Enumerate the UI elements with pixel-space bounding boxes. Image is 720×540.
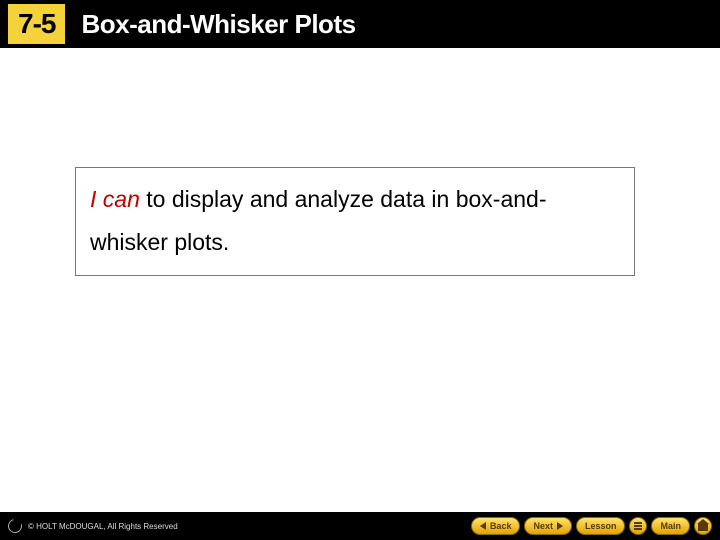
copyright-area: © HOLT McDOUGAL, All Rights Reserved (8, 519, 178, 533)
home-button[interactable] (694, 517, 712, 535)
objective-rest: to display and analyze data in box-and-w… (90, 186, 546, 255)
lesson-number-badge: 7-5 (6, 2, 67, 46)
chevron-right-icon (557, 522, 563, 530)
home-icon (698, 524, 708, 531)
next-button-label: Next (533, 521, 553, 531)
lesson-button[interactable]: Lesson (576, 517, 626, 535)
main-button-label: Main (660, 521, 681, 531)
slide-footer: © HOLT McDOUGAL, All Rights Reserved Bac… (0, 512, 720, 540)
slide-header: 7-5 Box-and-Whisker Plots (0, 0, 720, 48)
main-button[interactable]: Main (651, 517, 690, 535)
publisher-logo-icon (5, 516, 24, 535)
objective-text: I can to display and analyze data in box… (90, 178, 620, 263)
back-button[interactable]: Back (471, 517, 521, 535)
objective-lead: I can (90, 186, 140, 212)
nav-button-group: Back Next Lesson Main (471, 517, 712, 535)
chevron-left-icon (480, 522, 486, 530)
copyright-text: © HOLT McDOUGAL, All Rights Reserved (28, 522, 178, 531)
menu-icon (634, 522, 642, 530)
objective-box: I can to display and analyze data in box… (75, 167, 635, 276)
slide-title: Box-and-Whisker Plots (81, 9, 355, 40)
back-button-label: Back (490, 521, 512, 531)
lesson-button-label: Lesson (585, 521, 617, 531)
next-button[interactable]: Next (524, 517, 572, 535)
lesson-menu-button[interactable] (629, 517, 647, 535)
slide-container: 7-5 Box-and-Whisker Plots I can to displ… (0, 0, 720, 540)
